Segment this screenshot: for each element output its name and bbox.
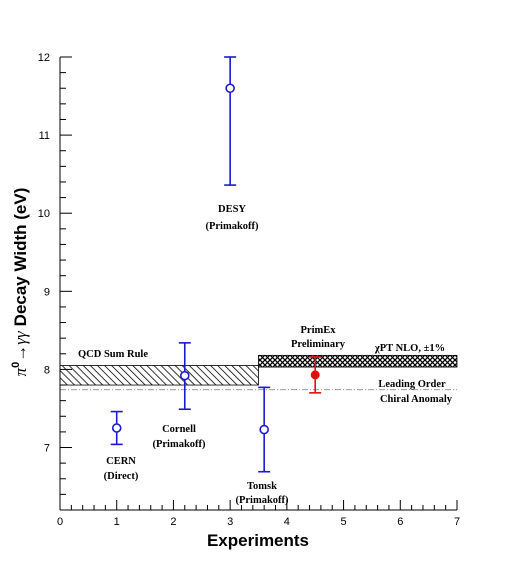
x-tick-label: 1 bbox=[114, 516, 120, 528]
band-label: QCD Sum Rule bbox=[78, 349, 148, 360]
y-axis-title-superscript: 0 bbox=[10, 362, 22, 368]
y-tick-label: 8 bbox=[44, 364, 50, 376]
y-tick-label: 12 bbox=[38, 52, 50, 64]
y-tick-label: 10 bbox=[38, 208, 50, 220]
data-point bbox=[111, 423, 122, 433]
point-sublabel: (Primakoff) bbox=[235, 495, 289, 506]
x-tick-label: 2 bbox=[170, 516, 176, 528]
point-sublabel: Preliminary bbox=[291, 339, 346, 350]
point-label: Cornell bbox=[162, 424, 196, 435]
point-sublabel: (Primakoff) bbox=[205, 221, 259, 232]
x-tick-label: 6 bbox=[397, 516, 403, 528]
y-axis-title-pi: π bbox=[11, 367, 30, 376]
reference-line-label: Chiral Anomaly bbox=[380, 394, 453, 405]
data-point bbox=[259, 424, 269, 435]
reference-line-label: Leading Order bbox=[378, 379, 446, 390]
data-point bbox=[179, 370, 190, 381]
x-tick-label: 0 bbox=[57, 516, 63, 528]
data-point bbox=[310, 370, 320, 380]
reference-bands-layer bbox=[59, 354, 458, 386]
point-label: DESY bbox=[218, 204, 246, 215]
y-axis-title-rest: Decay Width (eV) bbox=[11, 188, 30, 327]
x-tick-label: 4 bbox=[284, 516, 290, 528]
y-tick-label: 9 bbox=[44, 286, 50, 298]
x-tick-label: 5 bbox=[341, 516, 347, 528]
x-tick-label: 7 bbox=[454, 516, 460, 528]
annotations-layer: CERN (Direct) Cornell (Primakoff) DESY (Prima… bbox=[78, 204, 453, 506]
data-point bbox=[225, 83, 235, 94]
point-label: PrimEx bbox=[301, 325, 337, 336]
point-sublabel: (Direct) bbox=[104, 471, 139, 482]
band-0 bbox=[59, 365, 259, 386]
y-axis-title: π0→γγ Decay Width (eV) bbox=[10, 188, 30, 377]
y-tick-label: 7 bbox=[44, 443, 50, 455]
x-axis-title: Experiments bbox=[207, 531, 309, 550]
y-tick-label: 11 bbox=[39, 130, 50, 142]
point-sublabel: (Primakoff) bbox=[152, 439, 206, 450]
point-label: CERN bbox=[106, 456, 136, 467]
data-points-layer bbox=[110, 56, 322, 473]
band-1 bbox=[258, 354, 458, 368]
band-label: χPT NLO, ±1% bbox=[374, 343, 445, 354]
y-axis-title-decay: →γγ bbox=[11, 330, 30, 362]
point-label: Tomsk bbox=[247, 481, 277, 492]
x-tick-label: 3 bbox=[227, 516, 233, 528]
